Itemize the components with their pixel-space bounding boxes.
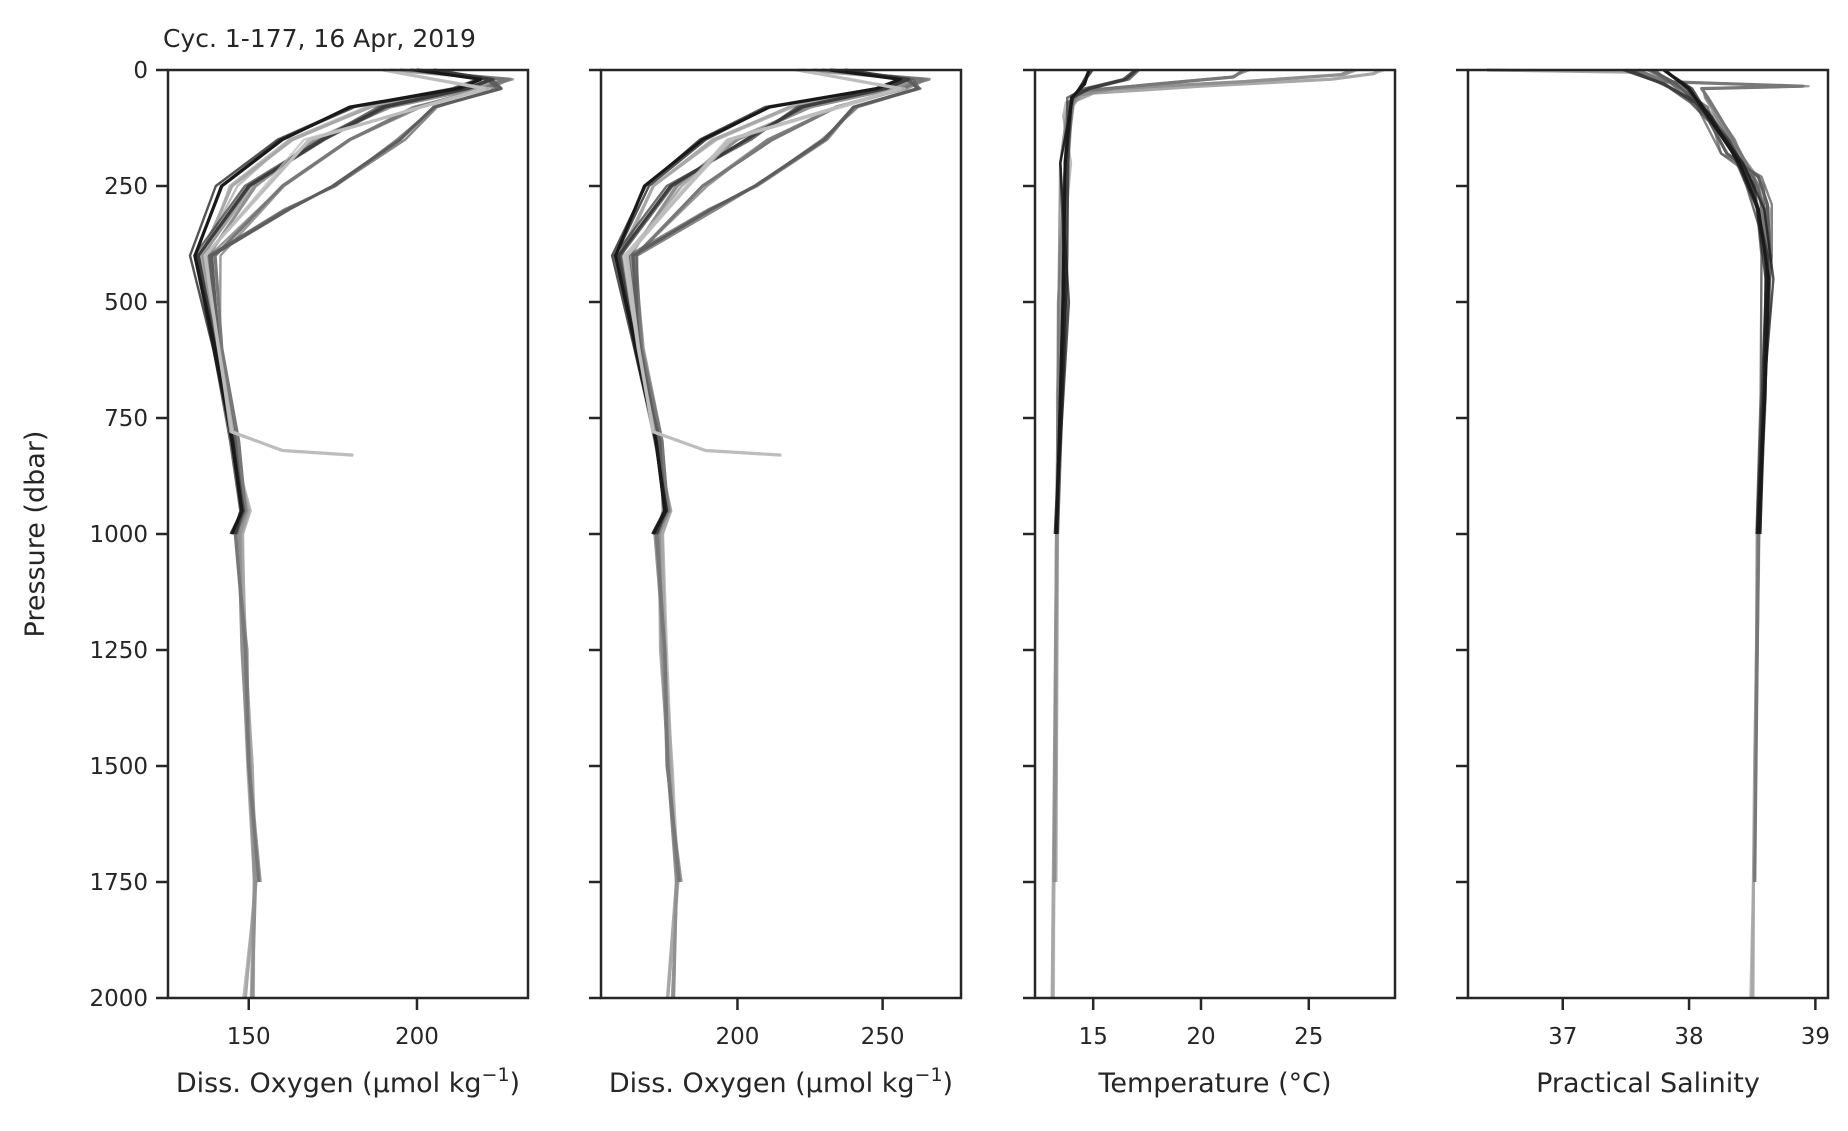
series-line	[207, 68, 500, 535]
series-line	[626, 68, 925, 999]
y-tick-label: 1250	[89, 638, 148, 664]
series-lines	[610, 68, 931, 999]
y-tick-label: 750	[104, 406, 148, 432]
series-line	[1051, 69, 1377, 999]
x-axis-label-text: Diss. Oxygen (µmol kg	[609, 1068, 915, 1099]
x-tick-label: 39	[1801, 1024, 1830, 1050]
x-tick-label: 250	[861, 1024, 905, 1050]
salinity-panel: 37 38 39 Practical Salinity	[1456, 68, 1830, 1099]
series-line	[1625, 68, 1770, 535]
series-line	[1050, 68, 1381, 999]
x-axis-label-text: Practical Salinity	[1536, 1068, 1760, 1099]
series-line	[1650, 68, 1772, 535]
series-line	[210, 68, 503, 535]
series-line	[1055, 68, 1245, 535]
x-axis-label: Diss. Oxygen (µmol kg−1)	[176, 1064, 520, 1099]
series-line	[1630, 68, 1763, 535]
series-line	[1056, 68, 1250, 535]
oxygen-panel-1: 0 250 500 750 1000 1250 1500 1750 2000 150 200 Diss…	[20, 24, 530, 1099]
series-line	[1053, 69, 1094, 535]
x-axis-label: Diss. Oxygen (µmol kg−1)	[609, 1064, 953, 1099]
y-tick-label: 500	[104, 290, 148, 316]
series-line	[208, 68, 512, 883]
series-line	[197, 68, 496, 535]
series-line	[1055, 68, 1358, 883]
series-line	[203, 68, 483, 457]
x-tick-label: 200	[395, 1024, 439, 1050]
series-line	[1634, 68, 1810, 883]
x-axis-label-text: Temperature (°C)	[1097, 1068, 1331, 1099]
y-tick-label: 0	[133, 58, 148, 84]
series-line	[1665, 69, 1767, 535]
series-line	[1052, 68, 1355, 883]
x-tick-label: 38	[1674, 1024, 1703, 1050]
series-line	[1052, 68, 1353, 883]
series-line	[610, 68, 902, 535]
series-line	[634, 68, 925, 883]
series-line	[1489, 68, 1773, 999]
x-axis-label-text: Diss. Oxygen (µmol kg	[176, 1068, 482, 1099]
y-tick-label: 1500	[89, 754, 148, 780]
series-line	[201, 68, 515, 999]
x-tick-label: 20	[1186, 1024, 1215, 1050]
x-axis-label: Temperature (°C)	[1097, 1068, 1331, 1099]
series-line	[1654, 69, 1774, 535]
x-axis-label-close: )	[510, 1068, 521, 1099]
x-axis-label-superscript: −1	[915, 1064, 943, 1086]
x-tick-label: 150	[227, 1024, 271, 1050]
series-line	[622, 68, 901, 457]
x-tick-label: 15	[1079, 1024, 1108, 1050]
axes-frame	[1033, 68, 1397, 1000]
oxygen-panel-2: 200 250 Diss. Oxygen (µmol kg−1)	[589, 68, 963, 1099]
x-axis-label-close: )	[943, 1068, 954, 1099]
y-tick-label: 250	[104, 174, 148, 200]
x-axis-label: Practical Salinity	[1536, 1068, 1760, 1099]
x-axis-label-superscript: −1	[482, 1064, 510, 1086]
x-tick-label: 37	[1548, 1024, 1577, 1050]
series-line	[1055, 69, 1245, 535]
x-tick-label: 25	[1294, 1024, 1323, 1050]
series-line	[635, 68, 921, 535]
x-tick-label: 200	[715, 1024, 759, 1050]
series-line	[1634, 68, 1805, 883]
series-line	[627, 68, 922, 535]
series-lines	[1486, 68, 1810, 999]
y-tick-label: 1750	[89, 870, 148, 896]
series-line	[1637, 68, 1805, 883]
series-line	[1622, 68, 1770, 535]
series-line	[627, 68, 925, 999]
series-line	[1052, 68, 1385, 999]
series-line	[204, 68, 506, 999]
series-line	[1486, 68, 1770, 999]
series-line	[1646, 68, 1772, 535]
y-tick-label: 1000	[89, 522, 148, 548]
series-line	[1492, 68, 1772, 999]
series-lines	[188, 68, 515, 999]
y-axis-label: Pressure (dbar)	[20, 431, 51, 638]
chart-title: Cyc. 1-177, 16 Apr, 2019	[163, 24, 476, 53]
axes-frame	[1466, 68, 1830, 1000]
y-tick-label: 2000	[89, 986, 148, 1012]
series-lines	[1050, 68, 1385, 999]
temperature-panel: 15 20 25 Temperature (°C)	[1023, 68, 1397, 1099]
